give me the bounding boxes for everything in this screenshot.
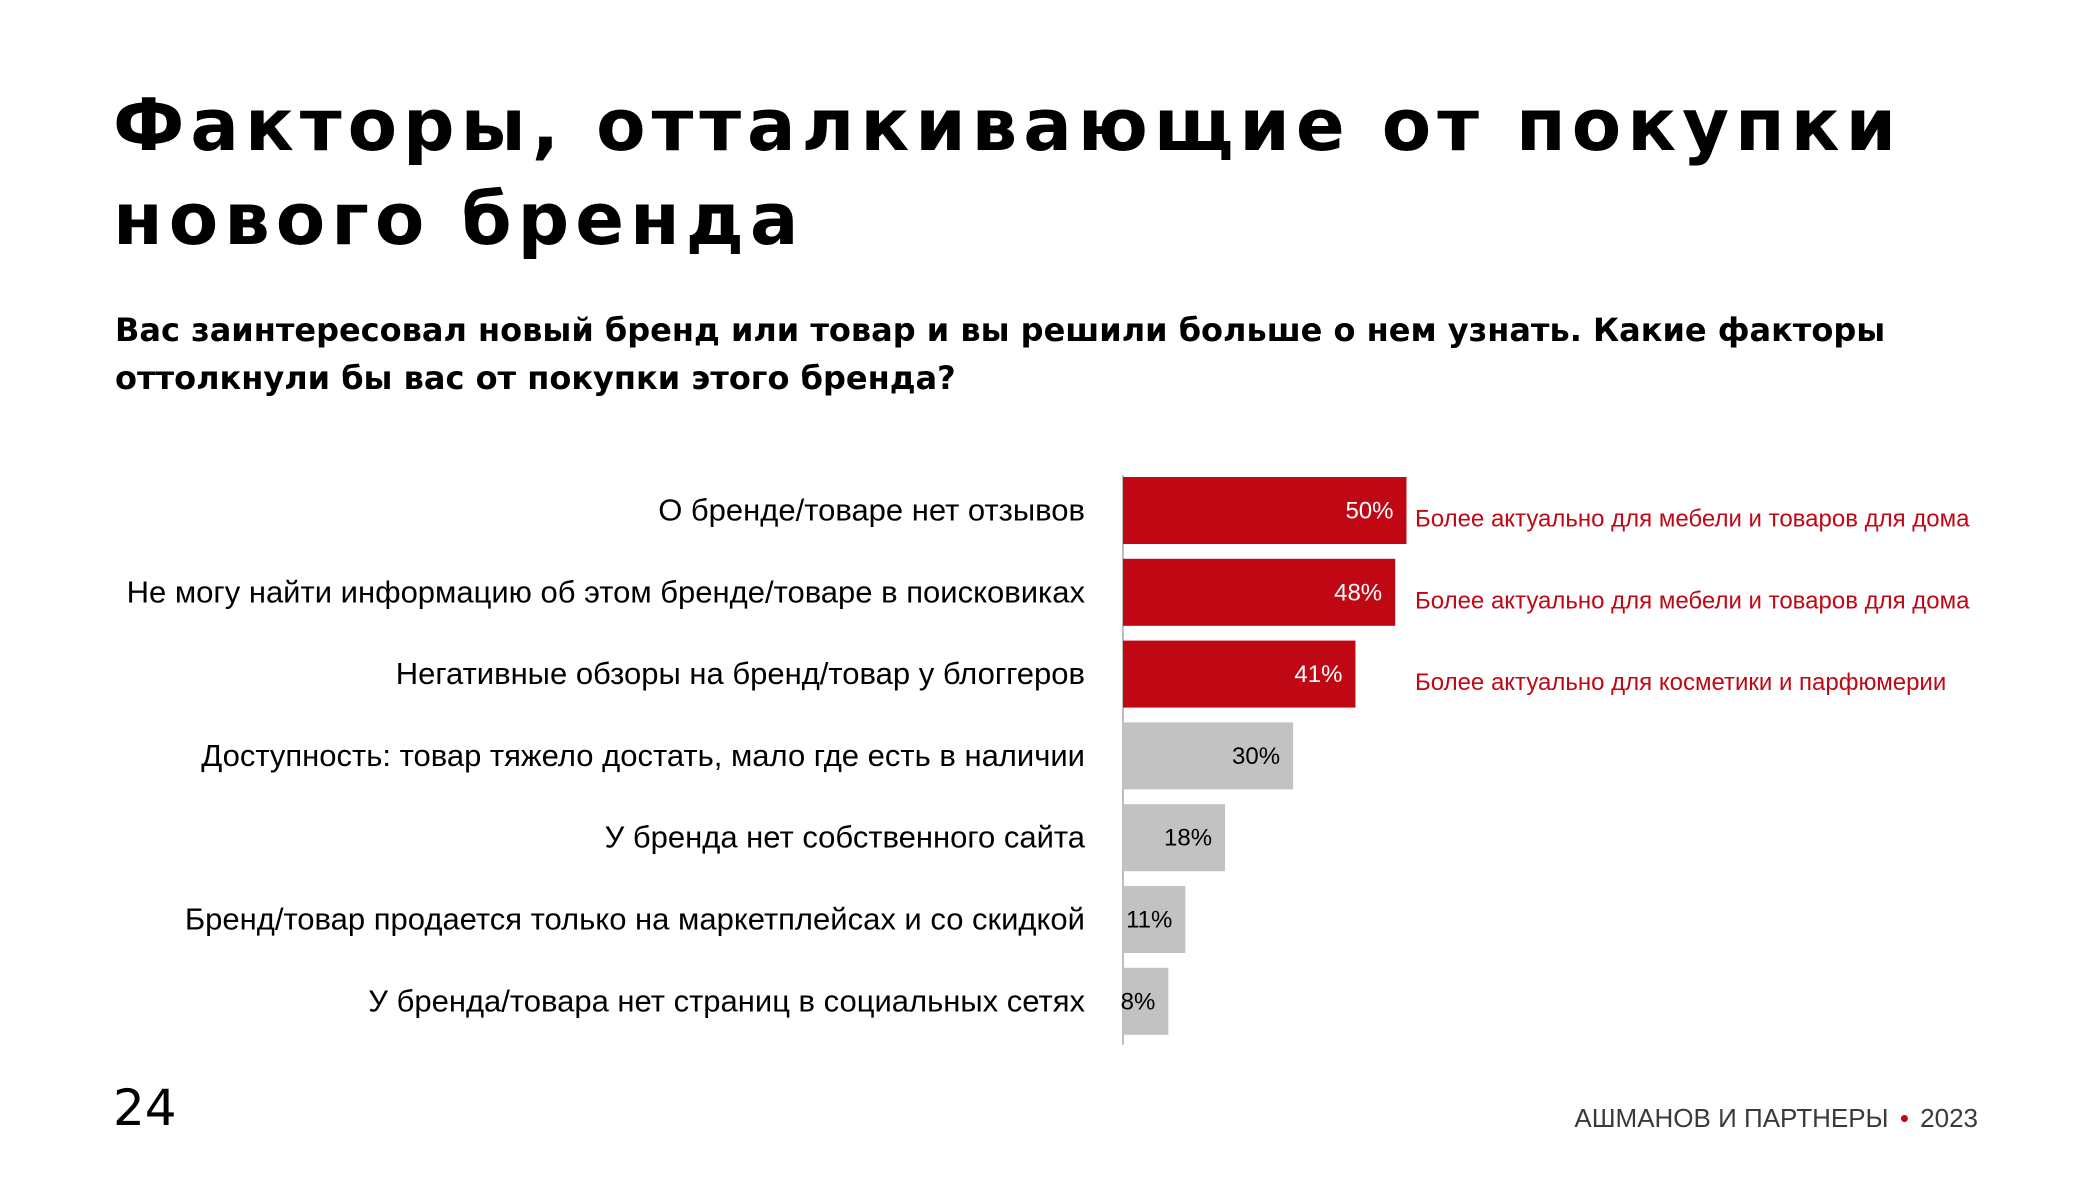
- category-label: Доступность: товар тяжело достать, мало …: [201, 738, 1085, 773]
- value-label: 50%: [1345, 498, 1393, 525]
- bar: [1123, 477, 1407, 544]
- page-number: 24: [113, 1079, 177, 1137]
- bar-annotation: Более актуально для мебели и товаров для…: [1415, 506, 1970, 533]
- category-label: Негативные обзоры на бренд/товар у блогг…: [396, 656, 1085, 691]
- category-label: У бренда/товара нет страниц в социальных…: [368, 983, 1085, 1018]
- footer-brand: АШМАНОВ И ПАРТНЕРЫ: [1574, 1103, 1889, 1133]
- bar: [1123, 640, 1356, 708]
- footer-year: 2023: [1920, 1103, 1978, 1133]
- value-label: 41%: [1294, 661, 1342, 688]
- bar: [1123, 722, 1294, 790]
- value-label: 48%: [1334, 579, 1382, 606]
- value-label: 8%: [1121, 988, 1156, 1015]
- bar-annotation: Более актуально для косметики и парфюмер…: [1415, 669, 1946, 696]
- category-label: Не могу найти информацию об этом бренде/…: [127, 574, 1086, 609]
- footer-dot: •: [1899, 1103, 1909, 1133]
- value-label: 18%: [1164, 825, 1212, 852]
- category-label: Бренд/товар продается только на маркетпл…: [185, 902, 1085, 937]
- survey-question: Вас заинтересовал новый бренд или товар …: [115, 311, 1886, 397]
- category-label: У бренда нет собственного сайта: [605, 820, 1086, 855]
- value-label: 30%: [1232, 743, 1280, 770]
- category-label: О бренде/товаре нет отзывов: [658, 493, 1085, 528]
- bar: [1123, 886, 1186, 953]
- bar: [1123, 804, 1226, 872]
- footer-credit: АШМАНОВ И ПАРТНЕРЫ • 2023: [1574, 1102, 1978, 1134]
- page-title: Факторы, отталкивающие от покупки нового…: [113, 83, 1903, 261]
- bar: [1123, 558, 1396, 626]
- value-label: 11%: [1126, 907, 1172, 934]
- bar: [1123, 967, 1169, 1035]
- bar-annotation: Более актуально для мебели и товаров для…: [1415, 587, 1970, 614]
